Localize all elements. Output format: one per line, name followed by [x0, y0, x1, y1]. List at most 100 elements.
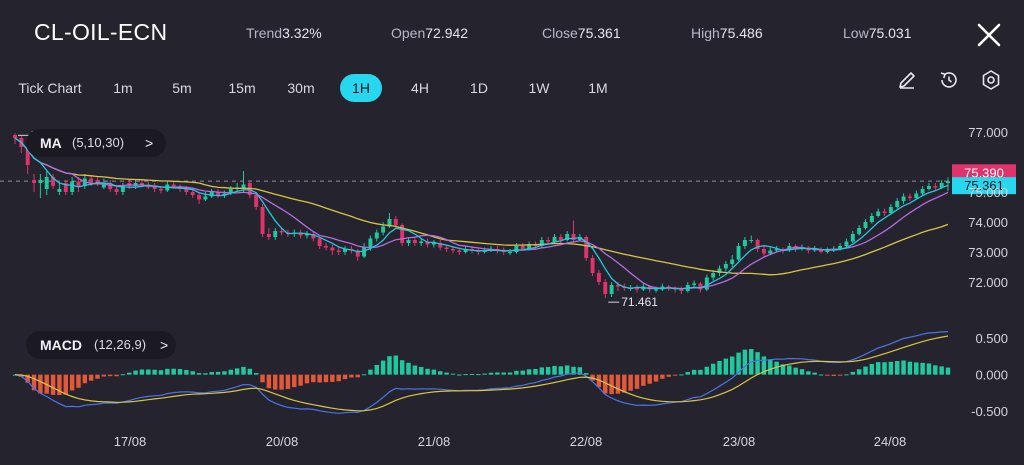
- macd-histogram-bar: [190, 371, 195, 375]
- candle-body: [736, 246, 741, 260]
- candle-body: [888, 207, 893, 213]
- macd-histogram-bar: [393, 355, 399, 375]
- settings-icon[interactable]: [979, 68, 1003, 92]
- candle-body: [882, 211, 887, 213]
- macd-histogram-bar: [495, 372, 500, 375]
- macd-histogram-bar: [641, 374, 646, 386]
- macd-histogram-bar: [349, 374, 354, 378]
- candle-body: [260, 207, 265, 234]
- macd-histogram-bar: [31, 374, 37, 391]
- pencil-icon[interactable]: [895, 68, 919, 92]
- candle-body: [749, 240, 754, 241]
- candle-body: [292, 232, 297, 234]
- candle-body: [139, 183, 144, 185]
- tab-1h[interactable]: 1H: [340, 74, 382, 102]
- macd-histogram-bar: [457, 374, 462, 376]
- tab-1w[interactable]: 1W: [528, 80, 550, 96]
- macd-histogram-bar: [888, 361, 894, 375]
- macd-axis-tick: 0.000: [975, 368, 1008, 383]
- candle-body: [171, 184, 176, 188]
- tab-4h[interactable]: 4H: [411, 80, 429, 96]
- history-icon[interactable]: [937, 68, 961, 92]
- candle-body: [489, 249, 493, 251]
- macd-histogram-bar: [939, 366, 944, 375]
- macd-histogram-bar: [818, 374, 824, 376]
- macd-histogram-bar: [774, 361, 779, 375]
- macd-histogram-bar: [806, 371, 811, 375]
- candle-body: [730, 259, 735, 264]
- tab-1m[interactable]: 1m: [113, 80, 133, 96]
- candle-body: [228, 189, 233, 194]
- macd-histogram-bar: [298, 374, 303, 386]
- macd-histogram-bar: [749, 349, 754, 375]
- macd-histogram-bar: [609, 374, 614, 395]
- candle-body: [635, 288, 639, 290]
- macd-histogram-bar: [234, 368, 240, 375]
- bid-price-badge: [952, 164, 1016, 182]
- date-axis-tick: 20/08: [266, 434, 299, 449]
- candle-body: [412, 240, 417, 243]
- macd-histogram-bar: [685, 371, 690, 375]
- macd-histogram-bar: [107, 374, 113, 377]
- tab-1d[interactable]: 1D: [470, 80, 488, 96]
- macd-histogram-bar: [317, 374, 322, 383]
- candle-body: [609, 285, 614, 294]
- candle-body: [44, 177, 49, 189]
- macd-histogram-bar: [875, 362, 881, 375]
- macd-histogram-bar: [577, 367, 583, 375]
- tab-30m[interactable]: 30m: [287, 80, 315, 96]
- candle-body: [95, 180, 100, 185]
- macd-histogram-bar: [514, 370, 519, 375]
- macd-histogram-bar: [292, 374, 297, 388]
- candle-body: [660, 286, 665, 290]
- candle-body: [654, 289, 659, 291]
- tab-5m[interactable]: 5m: [172, 80, 192, 96]
- chevron-right-icon: >: [145, 135, 154, 151]
- candle-body: [869, 216, 874, 222]
- candle-body: [812, 249, 817, 251]
- candle-body: [406, 240, 411, 243]
- candle-body: [590, 258, 595, 273]
- stat-trend-value: 3.32%: [282, 25, 322, 41]
- macd-histogram-bar: [584, 373, 589, 375]
- stat-open-value: 72.942: [425, 25, 469, 41]
- macd-histogram-bar: [203, 373, 208, 375]
- macd-histogram-bar: [653, 374, 659, 382]
- ma-indicator-params: (5,10,30): [72, 135, 125, 150]
- ma-indicator-pill[interactable]: MA (5,10,30) >: [26, 129, 166, 157]
- candle-body: [844, 241, 849, 246]
- candle-body: [127, 183, 132, 186]
- ma30-line: [14, 137, 949, 276]
- tab-1m-month[interactable]: 1M: [588, 80, 608, 96]
- macd-histogram-bar: [539, 367, 545, 375]
- macd-indicator-pill[interactable]: MACD (12,26,9) >: [26, 331, 176, 359]
- candle-body: [133, 183, 138, 186]
- candle-body: [800, 247, 804, 249]
- macd-indicator-params: (12,26,9): [94, 337, 147, 352]
- macd-histogram-bar: [146, 369, 151, 375]
- candle-body: [596, 273, 601, 282]
- tab-tick-chart[interactable]: Tick Chart: [18, 80, 82, 96]
- macd-histogram-bar: [812, 372, 817, 375]
- candle-body: [209, 192, 214, 197]
- macd-histogram-bar: [837, 374, 843, 376]
- macd-histogram-bar: [12, 374, 18, 376]
- candle-body: [527, 244, 532, 249]
- macd-histogram-bar: [488, 372, 494, 375]
- macd-histogram-bar: [228, 369, 234, 375]
- close-x-icon[interactable]: [974, 20, 1004, 50]
- macd-histogram-bar: [787, 365, 792, 375]
- macd-histogram-bar: [374, 364, 379, 375]
- macd-histogram-bar: [418, 366, 424, 375]
- candle-body: [698, 283, 703, 290]
- macd-histogram-bar: [215, 371, 221, 375]
- macd-histogram-bar: [742, 349, 748, 375]
- candle-body: [457, 250, 462, 252]
- price-axis-tick: 77.000: [968, 125, 1008, 140]
- price-axis-tick: 74.000: [968, 215, 1008, 230]
- macd-histogram-bar: [869, 364, 875, 375]
- tab-15m[interactable]: 15m: [228, 80, 256, 96]
- macd-indicator-name: MACD: [40, 337, 82, 353]
- candle-body: [247, 183, 252, 195]
- macd-histogram-bar: [647, 374, 652, 384]
